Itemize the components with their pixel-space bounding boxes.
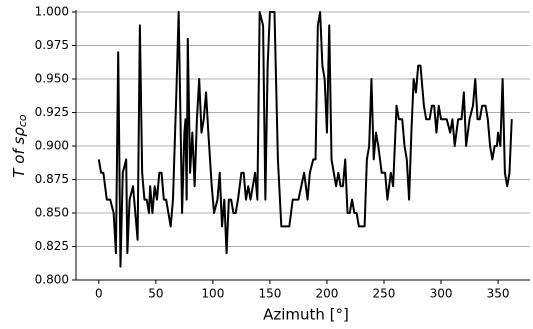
y-tick-label: 0.900 — [35, 139, 69, 153]
y-tick-label: 0.825 — [35, 239, 69, 253]
y-axis-label-subscript: co — [16, 114, 29, 127]
x-axis-label: Azimuth [°] — [263, 306, 349, 324]
x-tick-label: 200 — [316, 287, 339, 301]
y-tick-label: 0.975 — [35, 38, 69, 52]
data-line — [97, 11, 513, 268]
y-tick-label: 0.875 — [35, 172, 69, 186]
x-tick-label: 0 — [95, 287, 103, 301]
x-tick-label: 150 — [258, 287, 281, 301]
y-tick-label: 0.950 — [35, 72, 69, 86]
y-tick-label: 0.925 — [35, 105, 69, 119]
y-tick-label: 0.850 — [35, 206, 69, 220]
y-tick-label: 1.000 — [35, 5, 69, 19]
x-tick-label: 50 — [148, 287, 163, 301]
x-tick-label: 350 — [487, 287, 510, 301]
x-tick-label: 300 — [430, 287, 453, 301]
y-axis-label-text: T of sρ — [10, 127, 28, 178]
x-tick-label: 100 — [201, 287, 224, 301]
y-tick-label: 0.800 — [35, 273, 69, 287]
x-tick-label: 250 — [373, 287, 396, 301]
y-axis-label: T of sρco — [10, 114, 30, 178]
